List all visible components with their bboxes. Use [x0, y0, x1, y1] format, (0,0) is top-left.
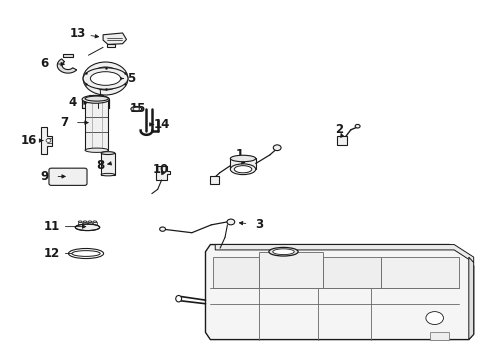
Circle shape	[425, 312, 443, 324]
Polygon shape	[468, 257, 473, 339]
Circle shape	[226, 219, 234, 225]
Circle shape	[83, 62, 128, 95]
Ellipse shape	[85, 148, 108, 152]
Circle shape	[354, 125, 359, 128]
Ellipse shape	[131, 107, 142, 112]
Text: 16: 16	[21, 134, 37, 147]
Text: 5: 5	[127, 72, 135, 85]
Ellipse shape	[101, 174, 115, 176]
Polygon shape	[82, 99, 109, 108]
Circle shape	[46, 139, 51, 142]
Text: 4: 4	[69, 96, 77, 109]
Text: 14: 14	[153, 118, 169, 131]
Polygon shape	[88, 222, 92, 227]
Polygon shape	[85, 99, 108, 150]
Polygon shape	[63, 54, 73, 57]
Ellipse shape	[83, 221, 87, 222]
Polygon shape	[107, 44, 115, 47]
Polygon shape	[209, 176, 218, 184]
Polygon shape	[94, 95, 98, 98]
Text: 3: 3	[255, 218, 263, 231]
Ellipse shape	[75, 224, 100, 230]
Polygon shape	[101, 153, 115, 175]
Text: 7: 7	[60, 116, 68, 129]
Text: 2: 2	[335, 123, 343, 136]
FancyBboxPatch shape	[49, 168, 87, 185]
Polygon shape	[230, 158, 255, 169]
Polygon shape	[99, 95, 102, 98]
Polygon shape	[41, 127, 52, 154]
Polygon shape	[103, 33, 126, 44]
Ellipse shape	[101, 152, 115, 154]
Ellipse shape	[272, 249, 294, 255]
Polygon shape	[89, 95, 93, 98]
Polygon shape	[215, 244, 473, 262]
Ellipse shape	[133, 108, 140, 111]
Ellipse shape	[68, 248, 103, 258]
Ellipse shape	[175, 296, 181, 302]
Text: 12: 12	[44, 247, 60, 260]
Polygon shape	[205, 244, 473, 339]
Polygon shape	[322, 257, 380, 288]
Polygon shape	[156, 166, 170, 180]
Polygon shape	[78, 222, 82, 227]
Polygon shape	[57, 59, 77, 73]
Polygon shape	[83, 222, 87, 227]
Polygon shape	[336, 136, 346, 145]
Polygon shape	[380, 257, 458, 288]
Text: 15: 15	[130, 102, 146, 115]
Ellipse shape	[85, 96, 108, 101]
Text: 8: 8	[96, 159, 104, 172]
Text: 11: 11	[44, 220, 60, 233]
Ellipse shape	[234, 166, 251, 173]
Text: 1: 1	[235, 148, 243, 161]
Text: 10: 10	[152, 163, 168, 176]
Polygon shape	[429, 332, 448, 339]
Circle shape	[159, 227, 165, 231]
Ellipse shape	[78, 221, 82, 222]
Polygon shape	[93, 222, 97, 227]
Ellipse shape	[93, 221, 97, 222]
Text: 13: 13	[69, 27, 86, 40]
Ellipse shape	[230, 164, 255, 175]
Ellipse shape	[82, 95, 109, 103]
Text: 6: 6	[41, 57, 49, 70]
Ellipse shape	[268, 247, 298, 256]
Ellipse shape	[230, 155, 255, 162]
Ellipse shape	[90, 72, 121, 85]
Ellipse shape	[88, 221, 92, 222]
Circle shape	[90, 67, 121, 90]
Text: 9: 9	[41, 170, 49, 183]
Ellipse shape	[72, 251, 100, 256]
Polygon shape	[212, 257, 259, 288]
Polygon shape	[259, 252, 322, 288]
Circle shape	[273, 145, 281, 150]
Ellipse shape	[83, 68, 128, 89]
